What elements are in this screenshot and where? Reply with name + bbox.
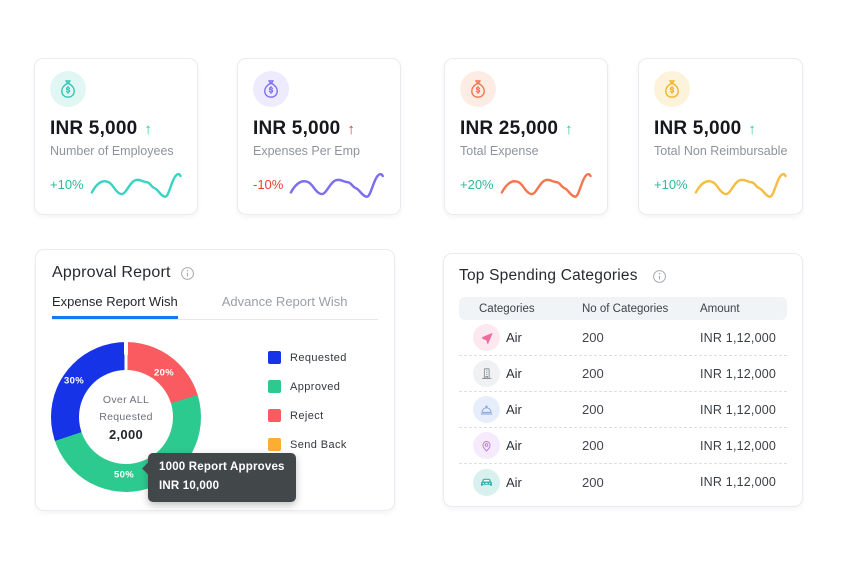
stat-label: Number of Employees [50, 144, 174, 158]
location-pin-icon [473, 432, 500, 459]
cell-count: 200 [582, 474, 604, 490]
info-icon[interactable] [652, 269, 667, 284]
cell-category: Air [506, 402, 522, 417]
money-bag-icon [50, 71, 86, 107]
spending-table-header: Categories No of Categories Amount [459, 297, 787, 320]
cell-amount: INR 1,12,000 [700, 438, 777, 453]
sparkline-chart [694, 172, 787, 198]
slice-label-reject: 20% [154, 367, 174, 379]
table-row: Air 200 INR 1,12,000 [459, 356, 787, 392]
approval-donut-wrap: Over ALL Requested 2,000 30% 20% 50% [51, 342, 201, 492]
approval-report-title: Approval Report [52, 264, 171, 281]
legend-label: Send Back [290, 438, 347, 451]
cell-category: Air [506, 366, 522, 381]
legend-swatch [268, 409, 281, 422]
sparkline-chart [290, 172, 385, 198]
table-row: Air 200 INR 1,12,000 [459, 392, 787, 428]
sparkline-chart [500, 172, 592, 198]
stat-label: Expenses Per Emp [253, 144, 360, 158]
stat-change: +10% [654, 176, 688, 192]
top-spending-title: Top Spending Categories [459, 267, 638, 284]
tab-advance-report-wish[interactable]: Advance Report Wish [221, 294, 348, 309]
donut-center-line2: Requested [99, 410, 153, 423]
sparkline-chart [90, 172, 182, 198]
stat-card-non-reimbursable: INR 5,000 ↑ Total Non Reimbursable +10% [638, 58, 803, 215]
legend-item-requested[interactable]: Requested [268, 349, 347, 366]
stat-card-employees: INR 5,000 ↑ Number of Employees +10% [34, 58, 198, 215]
legend-label: Reject [290, 409, 324, 422]
legend-swatch [268, 351, 281, 364]
donut-tooltip: 1000 Report Approves INR 10,000 [148, 453, 296, 502]
stat-amount: INR 25,000 [460, 118, 559, 139]
cell-count: 200 [582, 402, 604, 417]
money-bag-icon [253, 71, 289, 107]
column-categories: Categories [479, 302, 535, 315]
donut-center-value: 2,000 [108, 426, 144, 442]
cell-amount: INR 1,12,000 [700, 402, 777, 417]
stat-amount: INR 5,000 [654, 118, 742, 139]
approval-report-card: Approval Report Expense Report Wish Adva… [35, 249, 395, 511]
taxi-icon [473, 468, 500, 496]
tooltip-line2: INR 10,000 [159, 479, 220, 492]
stat-amount: INR 5,000 [50, 118, 138, 139]
money-bag-icon [654, 71, 690, 107]
slice-label-approved: 50% [114, 469, 134, 481]
money-bag-icon [460, 71, 496, 107]
legend-swatch [268, 380, 281, 393]
legend-swatch [268, 438, 281, 451]
trend-up-icon: ↑ [347, 120, 355, 138]
donut-center: Over ALL Requested 2,000 [79, 370, 173, 464]
stat-change: -10% [253, 176, 284, 192]
info-icon[interactable] [180, 266, 195, 281]
table-row: Air 200 INR 1,12,000 [459, 428, 787, 464]
stat-card-total-expense: INR 25,000 ↑ Total Expense +20% [444, 58, 608, 215]
donut-legend: Requested Approved Reject Send Back [268, 349, 347, 465]
stat-label: Total Expense [460, 144, 539, 158]
table-row: Air 200 INR 1,12,000 [459, 464, 787, 500]
food-cloche-icon [473, 396, 500, 423]
stat-change: +10% [50, 176, 84, 192]
cell-count: 200 [582, 366, 604, 381]
tooltip-line1: 1000 Report Approves [159, 461, 285, 473]
column-count: No of Categories [582, 302, 669, 315]
legend-item-reject[interactable]: Reject [268, 407, 347, 424]
building-icon [473, 360, 500, 387]
legend-label: Requested [290, 351, 347, 364]
stat-amount: INR 5,000 [253, 118, 341, 139]
stat-label: Total Non Reimbursable [654, 144, 788, 158]
cell-amount: INR 1,12,000 [700, 366, 777, 381]
cell-category: Air [506, 330, 522, 345]
donut-center-line1: Over ALL [102, 394, 150, 407]
legend-item-send-back[interactable]: Send Back [268, 436, 347, 453]
approval-tabs: Expense Report Wish Advance Report Wish [52, 294, 378, 320]
cell-count: 200 [582, 330, 604, 345]
cell-category: Air [506, 438, 522, 453]
column-amount: Amount [700, 302, 740, 315]
cell-amount: INR 1,12,000 [700, 475, 777, 489]
top-spending-card: Top Spending Categories Categories No of… [443, 253, 803, 507]
legend-item-approved[interactable]: Approved [268, 378, 347, 395]
cell-amount: INR 1,12,000 [700, 330, 777, 345]
airplane-icon [473, 324, 500, 351]
trend-up-icon: ↑ [748, 120, 756, 138]
legend-label: Approved [290, 380, 341, 393]
slice-label-requested: 30% [64, 375, 84, 387]
trend-up-icon: ↑ [144, 120, 152, 138]
trend-up-icon: ↑ [565, 120, 573, 138]
stat-card-expenses-per-emp: INR 5,000 ↑ Expenses Per Emp -10% [237, 58, 401, 215]
table-row: Air 200 INR 1,12,000 [459, 320, 787, 356]
stat-change: +20% [460, 176, 494, 192]
tab-expense-report-wish[interactable]: Expense Report Wish [52, 294, 178, 319]
cell-count: 200 [582, 438, 604, 453]
cell-category: Air [506, 474, 522, 490]
